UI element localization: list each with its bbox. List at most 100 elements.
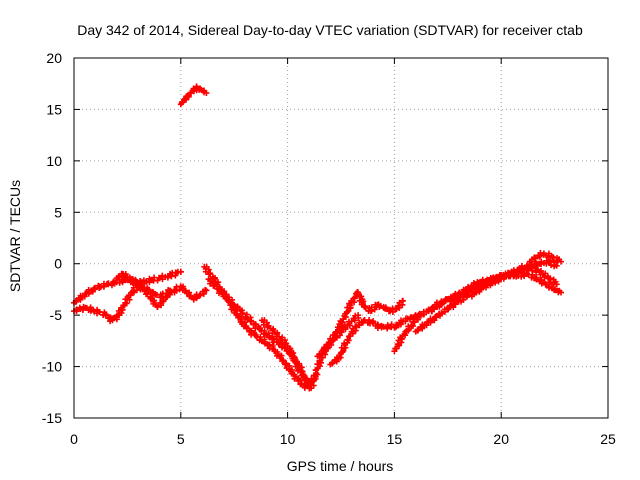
y-tick-label: -5	[50, 307, 63, 323]
data-point	[460, 296, 467, 303]
data-point	[493, 275, 500, 282]
data-point	[399, 335, 406, 342]
data-point	[266, 332, 273, 339]
data-point	[187, 292, 194, 299]
data-point	[203, 89, 210, 96]
data-point	[73, 308, 80, 315]
data-point	[393, 323, 400, 330]
data-point	[211, 281, 218, 288]
data-point	[359, 299, 366, 306]
data-point	[102, 311, 109, 318]
data-point	[348, 328, 355, 335]
data-point	[197, 291, 204, 298]
grid-lines	[74, 58, 608, 418]
data-point	[216, 285, 223, 292]
data-point	[319, 347, 326, 354]
data-point	[438, 300, 445, 307]
data-point	[159, 272, 166, 279]
y-tick-label: -15	[42, 410, 62, 426]
y-tick-label: 0	[54, 256, 62, 272]
y-tick-label: 15	[46, 101, 62, 117]
data-point	[546, 275, 553, 282]
data-point	[420, 311, 427, 318]
data-point	[536, 253, 543, 260]
x-tick-label: 20	[493, 431, 509, 447]
data-point	[265, 341, 272, 348]
data-point	[478, 286, 485, 293]
data-point	[341, 312, 348, 319]
data-point	[456, 292, 463, 299]
series-track-a	[71, 268, 184, 306]
x-tick-label: 15	[387, 431, 403, 447]
data-point	[279, 357, 286, 364]
chart-title: Day 342 of 2014, Sidereal Day-to-day VTE…	[77, 22, 583, 38]
y-tick-label: 10	[46, 153, 62, 169]
data-point	[269, 335, 276, 342]
data-point	[270, 325, 277, 332]
y-tick-label: -10	[42, 359, 62, 375]
data-point	[333, 328, 340, 335]
data-point	[143, 278, 150, 285]
data-point	[292, 359, 299, 366]
data-point	[538, 261, 545, 268]
x-axis-ticks: 0 5 10 15 20 25	[70, 58, 616, 447]
data-point	[399, 297, 406, 304]
data-point	[533, 274, 540, 281]
y-tick-label: 20	[46, 50, 62, 66]
data-point	[558, 289, 565, 296]
data-point	[369, 319, 376, 326]
data-point	[425, 306, 432, 313]
data-point	[329, 360, 336, 367]
data-point	[244, 316, 251, 323]
data-point	[324, 343, 331, 350]
series-track-c	[113, 270, 210, 303]
y-axis-ticks: -15 -10 -5 0 5 10 15 20	[42, 50, 608, 426]
data-point	[207, 270, 214, 277]
data-point	[413, 314, 420, 321]
plot-frame	[73, 57, 609, 419]
data-point	[346, 333, 353, 340]
x-tick-label: 10	[280, 431, 296, 447]
data-point	[100, 283, 107, 290]
data-point	[159, 290, 166, 297]
data-point	[318, 354, 325, 361]
data-point	[418, 324, 425, 331]
data-point	[392, 345, 399, 352]
data-point	[261, 338, 268, 345]
x-tick-label: 0	[70, 431, 78, 447]
data-point	[185, 93, 192, 100]
data-points	[71, 83, 565, 392]
data-point	[332, 357, 339, 364]
data-point	[474, 283, 481, 290]
data-point	[441, 308, 448, 315]
data-point	[247, 317, 254, 324]
data-point	[334, 324, 341, 331]
data-point	[76, 295, 83, 302]
data-point	[430, 305, 437, 312]
data-point	[354, 289, 361, 296]
data-point	[355, 322, 362, 329]
data-point	[314, 371, 321, 378]
data-point	[537, 276, 544, 283]
y-tick-label: 5	[54, 204, 62, 220]
data-point	[291, 355, 298, 362]
data-point	[91, 286, 98, 293]
x-axis-label: GPS time / hours	[287, 458, 394, 474]
data-point	[115, 274, 122, 281]
data-point	[411, 319, 418, 326]
data-point	[401, 330, 408, 337]
data-point	[177, 268, 184, 275]
data-point	[289, 351, 296, 358]
data-point	[316, 359, 323, 366]
data-point	[154, 303, 161, 310]
data-point	[260, 321, 267, 328]
data-point	[299, 368, 306, 375]
data-point	[382, 304, 389, 311]
data-point	[296, 360, 303, 367]
data-point	[193, 83, 200, 90]
series-track-g	[314, 289, 406, 360]
data-point	[452, 301, 459, 308]
data-point	[150, 298, 157, 305]
data-point	[239, 310, 246, 317]
data-point	[118, 306, 125, 313]
